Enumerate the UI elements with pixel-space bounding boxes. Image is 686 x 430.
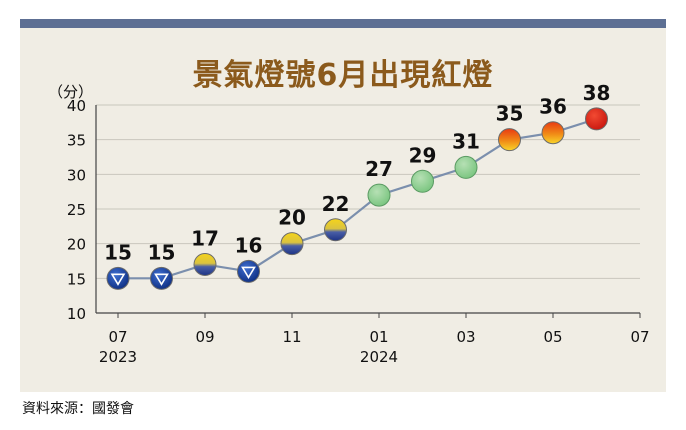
y-tick-label: 20 xyxy=(67,236,86,254)
down-triangle-icon xyxy=(110,273,126,286)
y-tick-label: 15 xyxy=(67,270,86,288)
data-label: 15 xyxy=(148,240,176,264)
y-tick-label: 30 xyxy=(67,166,86,184)
data-label: 29 xyxy=(409,143,437,167)
data-label: 38 xyxy=(583,81,611,105)
data-label: 15 xyxy=(104,240,132,264)
y-tick-label: 35 xyxy=(67,132,86,150)
x-tick-label: 09 xyxy=(195,328,214,346)
x-tick-label: 03 xyxy=(456,328,475,346)
data-label: 20 xyxy=(278,206,306,230)
data-label: 36 xyxy=(539,95,567,119)
header-bar xyxy=(20,19,666,28)
data-point-blue xyxy=(150,266,173,290)
data-label: 35 xyxy=(496,102,524,126)
y-tick-label: 40 xyxy=(67,97,86,115)
data-point-green xyxy=(411,169,434,193)
down-triangle-icon xyxy=(241,266,256,279)
data-label: 27 xyxy=(365,157,393,181)
y-tick-label: 25 xyxy=(67,201,86,219)
x-tick-label: 07 xyxy=(630,328,649,346)
data-point-yellow-blue xyxy=(324,218,347,242)
data-label: 17 xyxy=(191,226,219,250)
data-point-red xyxy=(585,107,608,131)
data-point-yellow-blue xyxy=(280,232,304,256)
series-line xyxy=(118,117,597,280)
x-tick-label: 01 xyxy=(369,328,388,346)
data-label: 22 xyxy=(322,192,350,216)
x-tick-year: 2024 xyxy=(360,348,398,366)
chart-title: 景氣燈號6月出現紅燈 xyxy=(192,58,494,93)
data-point-blue xyxy=(237,259,260,283)
data-point-blue xyxy=(106,266,130,290)
data-point-green xyxy=(367,183,391,207)
chart-panel xyxy=(20,28,666,392)
source-note: 資料來源：國發會 xyxy=(22,401,134,417)
data-label: 31 xyxy=(452,129,480,153)
y-axis-label: （分） xyxy=(48,83,93,101)
down-triangle-icon xyxy=(154,273,169,286)
data-point-yellow-blue xyxy=(193,252,217,276)
x-tick-label: 11 xyxy=(282,328,301,346)
data-point-yellow-red xyxy=(541,121,565,145)
y-tick-label: 10 xyxy=(67,305,86,323)
data-point-yellow-red xyxy=(498,128,521,152)
x-tick-year: 2023 xyxy=(99,348,137,366)
x-tick-label: 05 xyxy=(543,328,562,346)
x-tick-label: 07 xyxy=(108,328,127,346)
data-label: 16 xyxy=(235,233,263,257)
data-point-green xyxy=(454,155,478,179)
